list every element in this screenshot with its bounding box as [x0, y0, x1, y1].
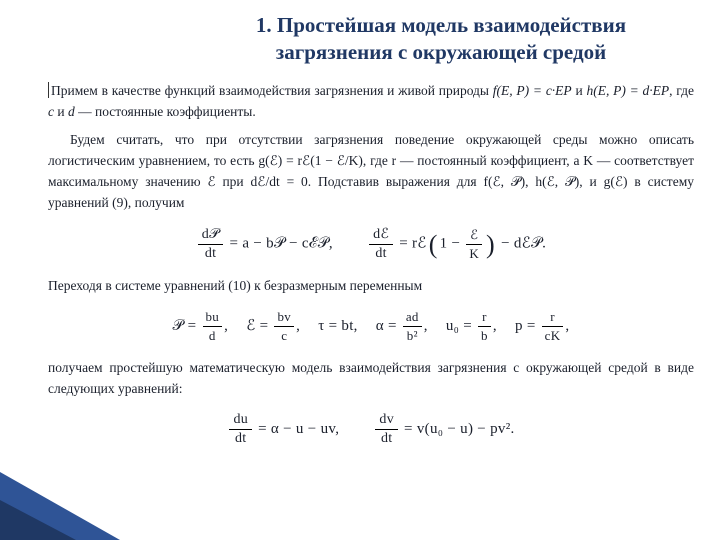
- page-title: 1. Простейшая модель взаимодействия загр…: [188, 12, 694, 67]
- intro-d: и: [54, 104, 68, 119]
- paragraph-dimless: Переходя в системе уравнений (10) к безр…: [48, 276, 694, 297]
- rparen-icon: ): [486, 230, 495, 260]
- paragraph-logistic: Будем считать, что при отсутствии загряз…: [48, 130, 694, 214]
- eqf-left-rhs: = α − u − uv,: [254, 421, 339, 437]
- text-cursor: [48, 82, 49, 98]
- fn-h: h(E, P) = d·EP: [586, 83, 669, 98]
- eq10-left-rhs: = a − b𝒫 − cℰ𝒫,: [225, 236, 332, 252]
- frac-ad-b2: adb²: [403, 309, 422, 344]
- frac-dv-dt: dvdt: [375, 412, 398, 447]
- intro-c: , где: [669, 83, 694, 98]
- frac-E-K: ℰK: [466, 227, 482, 262]
- eq10-mid: = rℰ: [395, 236, 427, 252]
- equation-system-10: d𝒫dt = a − b𝒫 − cℰ𝒫, dℰdt = rℰ(1 − ℰK) −…: [48, 226, 694, 262]
- lparen-icon: (: [429, 230, 438, 260]
- title-line-1: 1. Простейшая модель взаимодействия: [256, 13, 626, 37]
- paragraph-intro: Примем в качестве функций взаимодействия…: [14, 81, 694, 123]
- frac-bv-c: bvc: [274, 309, 294, 344]
- eq10-inner-pre: 1 −: [440, 236, 465, 252]
- eqf-right-rhs: = v(u₀ − u) − pv².: [400, 421, 515, 437]
- document-page: 1. Простейшая модель взаимодействия загр…: [0, 0, 720, 540]
- corner-decor-inner: [0, 500, 76, 540]
- intro-b: и: [572, 83, 587, 98]
- sym-d: d: [68, 104, 75, 119]
- paragraph-result: получаем простейшую математическую модел…: [48, 358, 694, 400]
- substitutions: 𝒫 = bud, ℰ = bvc, τ = bt, α = adb², u₀ =…: [48, 309, 694, 344]
- fn-f: f(E, P) = c·EP: [493, 83, 572, 98]
- sub-E-pre: ℰ =: [246, 318, 272, 334]
- sub-P-pre: 𝒫 =: [173, 318, 201, 334]
- eq10-tail: − dℰ𝒫.: [497, 236, 546, 252]
- frac-du-dt: dudt: [229, 412, 252, 447]
- frac-bu-d: bud: [203, 309, 223, 344]
- sub-tau: τ = bt,: [318, 318, 358, 334]
- frac-r-cK: rcK: [542, 309, 564, 344]
- frac-r-b: rb: [478, 309, 491, 344]
- equation-final: dudt = α − u − uv, dvdt = v(u₀ − u) − pv…: [48, 412, 694, 447]
- sub-alpha-pre: α =: [376, 318, 401, 334]
- frac-dP-dt: d𝒫dt: [198, 227, 224, 262]
- sub-u0-pre: u₀ =: [446, 318, 476, 334]
- sub-p-pre: p =: [515, 318, 540, 334]
- title-line-2: загрязнения с окружающей средой: [276, 40, 606, 64]
- intro-a: Примем в качестве функций взаимодействия…: [51, 83, 493, 98]
- frac-dE-dt: dℰdt: [369, 226, 393, 262]
- intro-e: — постоянные коэффициенты.: [75, 104, 256, 119]
